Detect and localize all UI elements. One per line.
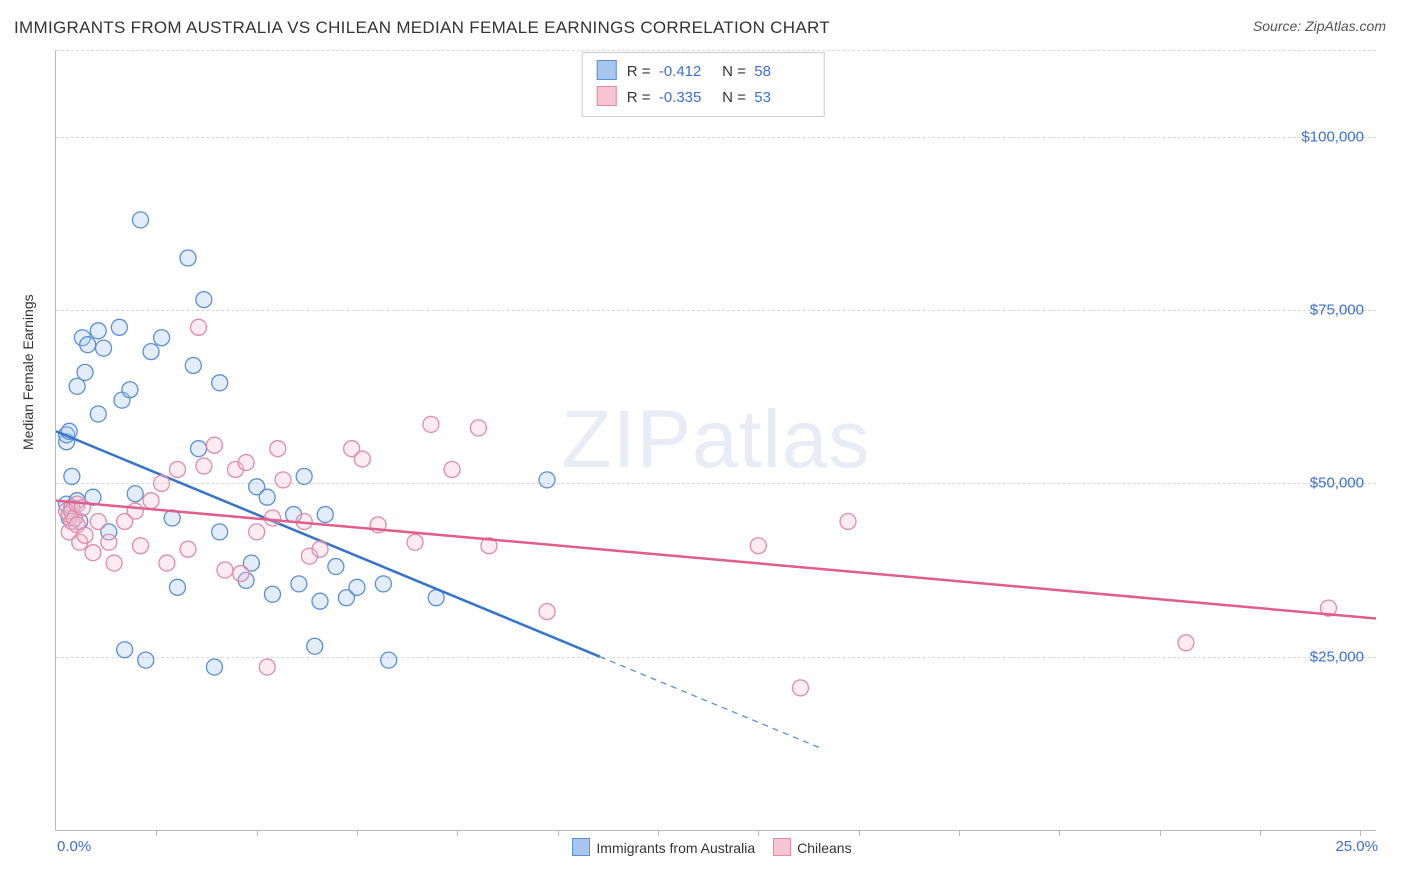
scatter-point-aus: [77, 364, 93, 380]
scatter-point-aus: [196, 292, 212, 308]
x-tick: [1160, 830, 1161, 836]
scatter-point-aus: [169, 579, 185, 595]
x-tick: [457, 830, 458, 836]
scatter-point-aus: [117, 642, 133, 658]
scatter-point-chi: [407, 534, 423, 550]
scatter-point-chi: [217, 562, 233, 578]
scatter-point-aus: [296, 468, 312, 484]
scatter-point-chi: [354, 451, 370, 467]
scatter-point-aus: [138, 652, 154, 668]
scatter-point-aus: [154, 330, 170, 346]
x-tick: [758, 830, 759, 836]
scatter-point-chi: [444, 461, 460, 477]
scatter-point-chi: [539, 604, 555, 620]
scatter-point-chi: [90, 513, 106, 529]
scatter-point-chi: [77, 527, 93, 543]
scatter-point-chi: [1178, 635, 1194, 651]
scatter-point-aus: [212, 375, 228, 391]
legend-swatch: [773, 838, 791, 856]
scatter-point-aus: [122, 382, 138, 398]
scatter-point-chi: [106, 555, 122, 571]
scatter-point-chi: [750, 538, 766, 554]
stats-row-aus: R = -0.412 N = 58: [597, 59, 810, 85]
scatter-point-chi: [127, 503, 143, 519]
scatter-point-aus: [539, 472, 555, 488]
legend-label: Chileans: [797, 840, 851, 856]
scatter-point-aus: [90, 406, 106, 422]
x-tick: [658, 830, 659, 836]
scatter-point-aus: [307, 638, 323, 654]
source-attribution: Source: ZipAtlas.com: [1253, 18, 1386, 34]
scatter-point-chi: [196, 458, 212, 474]
scatter-point-aus: [291, 576, 307, 592]
scatter-point-aus: [185, 357, 201, 373]
x-tick: [1260, 830, 1261, 836]
scatter-point-aus: [381, 652, 397, 668]
stats-row-chi: R = -0.335 N = 53: [597, 85, 810, 111]
scatter-point-chi: [259, 659, 275, 675]
trend-extrapolation-aus: [600, 657, 822, 749]
scatter-point-aus: [212, 524, 228, 540]
scatter-point-aus: [317, 507, 333, 523]
y-axis-label: Median Female Earnings: [20, 294, 36, 450]
scatter-point-chi: [180, 541, 196, 557]
scatter-point-aus: [127, 486, 143, 502]
scatter-point-chi: [270, 441, 286, 457]
x-tick: [257, 830, 258, 836]
scatter-point-chi: [159, 555, 175, 571]
scatter-point-chi: [264, 510, 280, 526]
scatter-point-aus: [143, 344, 159, 360]
scatter-point-aus: [80, 337, 96, 353]
scatter-point-chi: [312, 541, 328, 557]
scatter-point-aus: [375, 576, 391, 592]
x-tick: [558, 830, 559, 836]
chart-title: IMMIGRANTS FROM AUSTRALIA VS CHILEAN MED…: [14, 18, 830, 38]
x-tick: [859, 830, 860, 836]
scatter-point-chi: [238, 455, 254, 471]
scatter-point-chi: [275, 472, 291, 488]
scatter-point-aus: [111, 319, 127, 335]
x-tick: [1360, 830, 1361, 836]
scatter-point-chi: [206, 437, 222, 453]
scatter-point-chi: [101, 534, 117, 550]
scatter-svg: [56, 50, 1376, 830]
scatter-point-chi: [792, 680, 808, 696]
scatter-point-chi: [154, 475, 170, 491]
scatter-point-chi: [191, 319, 207, 335]
scatter-point-aus: [206, 659, 222, 675]
x-tick: [357, 830, 358, 836]
scatter-point-chi: [470, 420, 486, 436]
scatter-point-aus: [349, 579, 365, 595]
scatter-point-aus: [90, 323, 106, 339]
scatter-point-chi: [169, 461, 185, 477]
scatter-point-chi: [132, 538, 148, 554]
scatter-point-aus: [132, 212, 148, 228]
scatter-point-aus: [328, 559, 344, 575]
chart-plot-area: ZIPatlas $25,000$50,000$75,000$100,000: [55, 50, 1376, 831]
scatter-point-chi: [249, 524, 265, 540]
scatter-point-aus: [96, 340, 112, 356]
scatter-point-aus: [191, 441, 207, 457]
scatter-point-chi: [85, 545, 101, 561]
correlation-stats-box: R = -0.412 N = 58R = -0.335 N = 53: [582, 52, 825, 117]
scatter-point-chi: [840, 513, 856, 529]
scatter-point-chi: [143, 493, 159, 509]
x-tick: [156, 830, 157, 836]
x-tick: [1059, 830, 1060, 836]
legend-swatch: [572, 838, 590, 856]
scatter-point-aus: [64, 468, 80, 484]
scatter-point-chi: [423, 416, 439, 432]
legend-bottom: Immigrants from Australia Chileans: [0, 838, 1406, 856]
scatter-point-aus: [259, 489, 275, 505]
x-tick: [959, 830, 960, 836]
scatter-point-chi: [233, 565, 249, 581]
scatter-point-aus: [312, 593, 328, 609]
legend-label: Immigrants from Australia: [596, 840, 755, 856]
scatter-point-aus: [264, 586, 280, 602]
scatter-point-aus: [180, 250, 196, 266]
